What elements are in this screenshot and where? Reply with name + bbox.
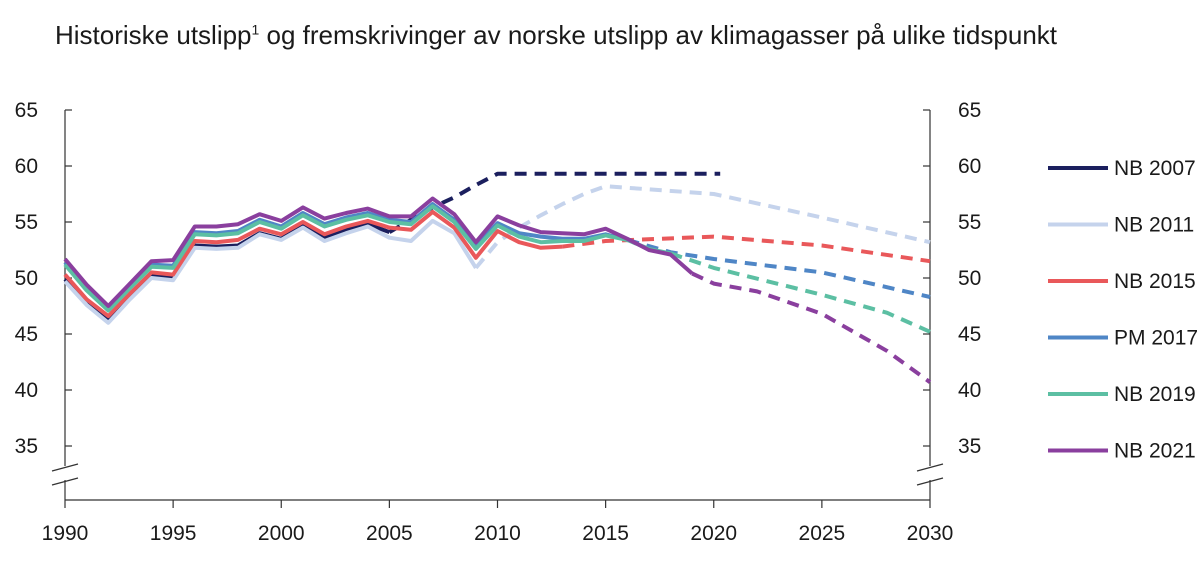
chart-title: Historiske utslipp1 og fremskrivinger av… [55,20,1175,51]
legend-label-nb-2019: NB 2019 [1114,383,1196,406]
y-tick-label-right: 45 [958,323,981,346]
chart-legend: NB 2007 NB 2011 NB 2015 PM 2017 NB 2019 NB 20… [1048,157,1198,463]
y-tick-label-left: 35 [15,435,38,458]
series-line-nb-2021-projection [691,271,932,384]
left-axis-break-mark [51,463,79,472]
legend-label-nb-2015: NB 2015 [1114,270,1196,293]
series-line-nb-2021-historical [63,196,694,308]
series-line-pm-2017-historical [63,202,628,311]
y-tick-label-left: 60 [15,155,38,178]
legend-label-nb-2011: NB 2011 [1114,214,1194,237]
y-tick-label-right: 40 [958,379,981,402]
y-tick-label-right: 60 [958,155,981,178]
y-tick-label-left: 65 [15,99,38,122]
legend-label-nb-2021: NB 2021 [1114,440,1196,463]
legend-label-nb-2007: NB 2007 [1114,157,1196,180]
x-tick-label: 1990 [42,522,89,545]
y-tick-label-left: 40 [15,379,38,402]
x-tick-label: 2010 [474,522,521,545]
chart-title-rest: og fremskrivinger av norske utslipp av k… [259,20,1057,50]
series-line-nb-2015-historical [63,209,563,319]
series-line-nb-2007-projection [388,171,721,234]
x-tick-label: 2000 [258,522,305,545]
series-line-pm-2017-projection [626,237,931,299]
series-line-nb-2015-projection [562,234,931,264]
x-tick-label: 2020 [690,522,737,545]
y-tick-label-right: 35 [958,435,981,458]
chart-title-main: Historiske utslipp [55,20,252,50]
x-tick-label: 2005 [366,522,413,545]
x-tick-label: 2015 [582,522,629,545]
y-tick-label-right: 55 [958,211,981,234]
y-tick-label-left: 45 [15,323,38,346]
chart-series-lines [63,171,932,384]
right-axis-break-mark [916,463,944,472]
series-line-nb-2011-projection [474,184,931,270]
y-tick-label-right: 65 [958,99,981,122]
series-line-nb-2019-historical [63,204,671,313]
y-tick-label-left: 50 [15,267,38,290]
chart-title-footnote-mark: 1 [251,21,260,38]
x-tick-label: 2030 [907,522,954,545]
legend-label-pm-2017: PM 2017 [1114,327,1198,350]
y-tick-label-right: 50 [958,267,981,290]
x-tick-label: 2025 [799,522,846,545]
chart-axes: 35 35 40 40 45 45 50 50 55 55 60 60 65 65 1990 1995 2000… [15,99,982,545]
series-line-nb-2011-historical [63,218,478,325]
right-axis-break-mark [916,477,944,486]
x-tick-label: 1995 [150,522,197,545]
left-axis-break-mark [51,477,79,486]
series-line-nb-2019-projection [669,251,931,334]
y-tick-label-left: 55 [15,211,38,234]
